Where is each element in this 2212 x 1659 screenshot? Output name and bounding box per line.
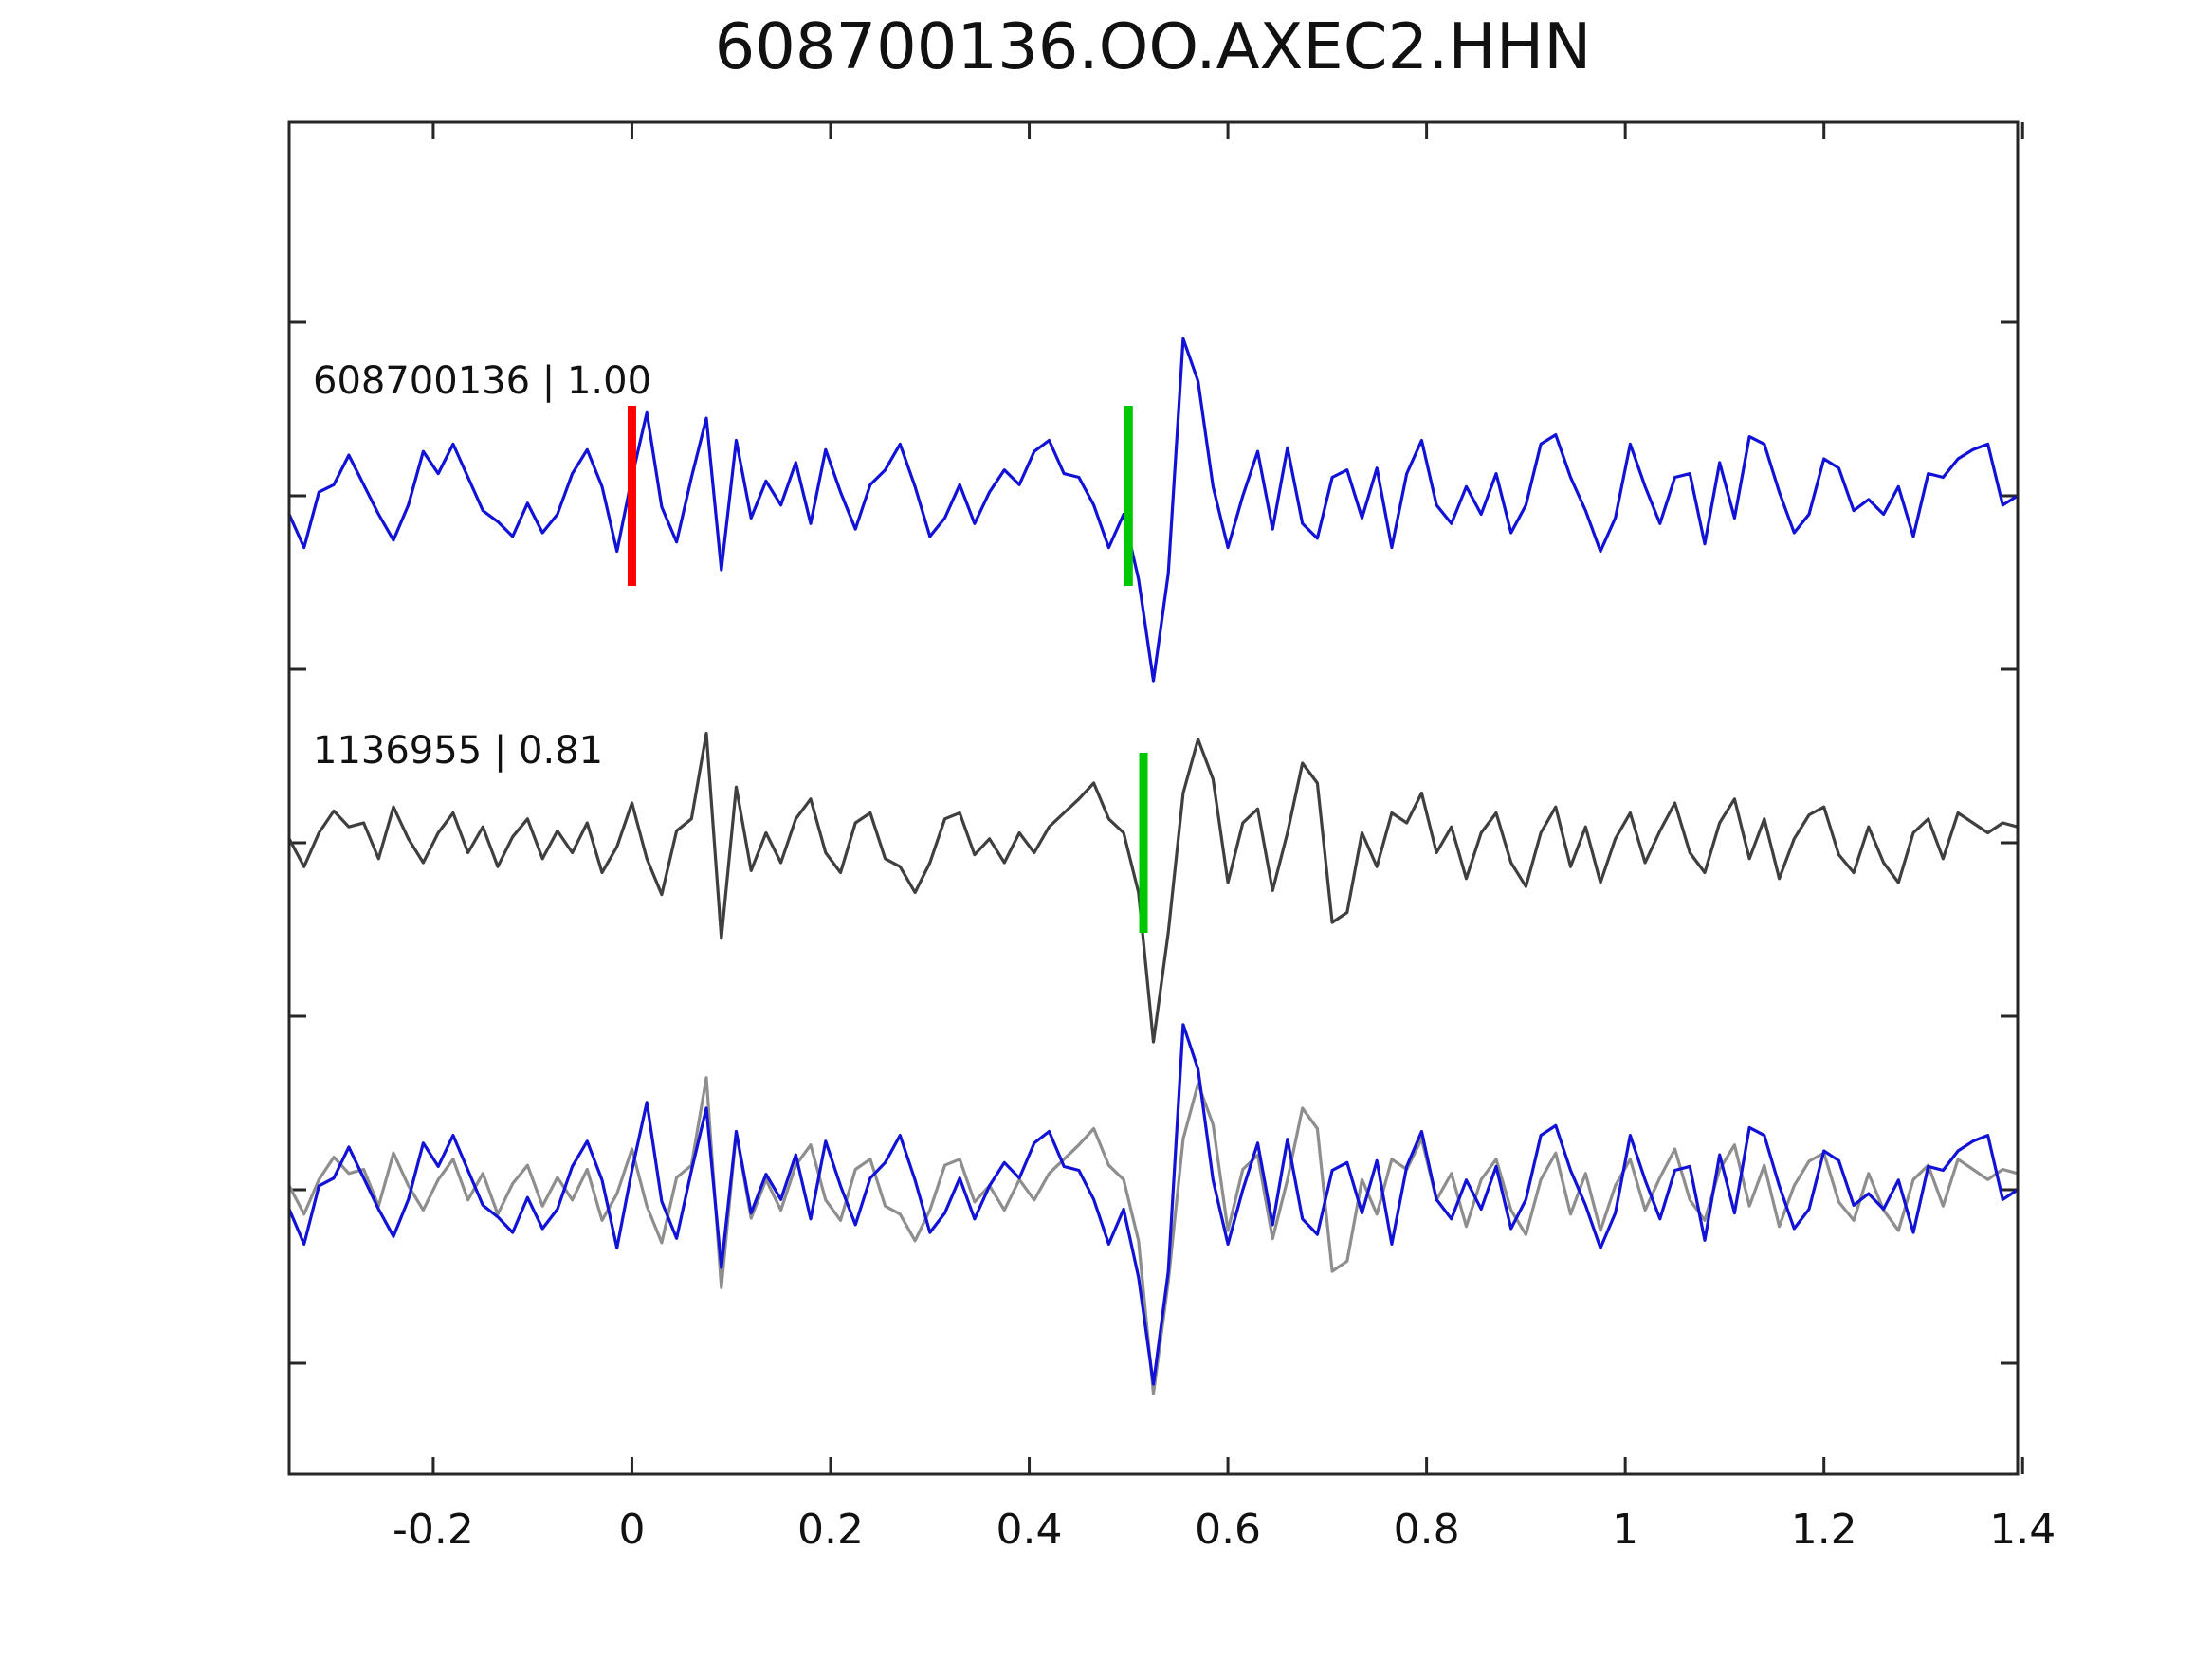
matched-trace-waveform <box>287 731 2020 1044</box>
x-tick-label: 0.2 <box>797 1505 864 1554</box>
overlay-trace-waveform <box>287 1076 2020 1395</box>
axis-ticks <box>289 122 2024 1474</box>
matched-trace-label: 1136955 | 0.81 <box>313 729 603 773</box>
x-tick-label: -0.2 <box>393 1505 474 1554</box>
trace-labels-layer: 608700136 | 1.00 1136955 | 0.81 <box>313 359 651 773</box>
template-trace-label: 608700136 | 1.00 <box>313 359 651 403</box>
template-trace-waveform <box>287 337 2020 683</box>
plot-frame <box>287 120 2020 1476</box>
x-tick-label: 0.4 <box>996 1505 1063 1554</box>
overlay-trace-waveform <box>287 1023 2020 1386</box>
x-tick-label: 0.8 <box>1394 1505 1460 1554</box>
x-tick-labels: -0.2 0 0.2 0.4 0.6 0.8 1 1.2 1.4 <box>393 1505 2056 1554</box>
x-tick-label: 1 <box>1612 1505 1638 1554</box>
x-tick-label: 1.4 <box>1989 1505 2056 1554</box>
x-tick-label: 0 <box>618 1505 645 1554</box>
traces-layer <box>287 337 2020 1395</box>
pick-markers-layer <box>627 406 1148 933</box>
figure-title: 608700136.OO.AXEC2.HHN <box>715 9 1592 83</box>
x-tick-label: 0.6 <box>1195 1505 1261 1554</box>
x-tick-label: 1.2 <box>1791 1505 1857 1554</box>
